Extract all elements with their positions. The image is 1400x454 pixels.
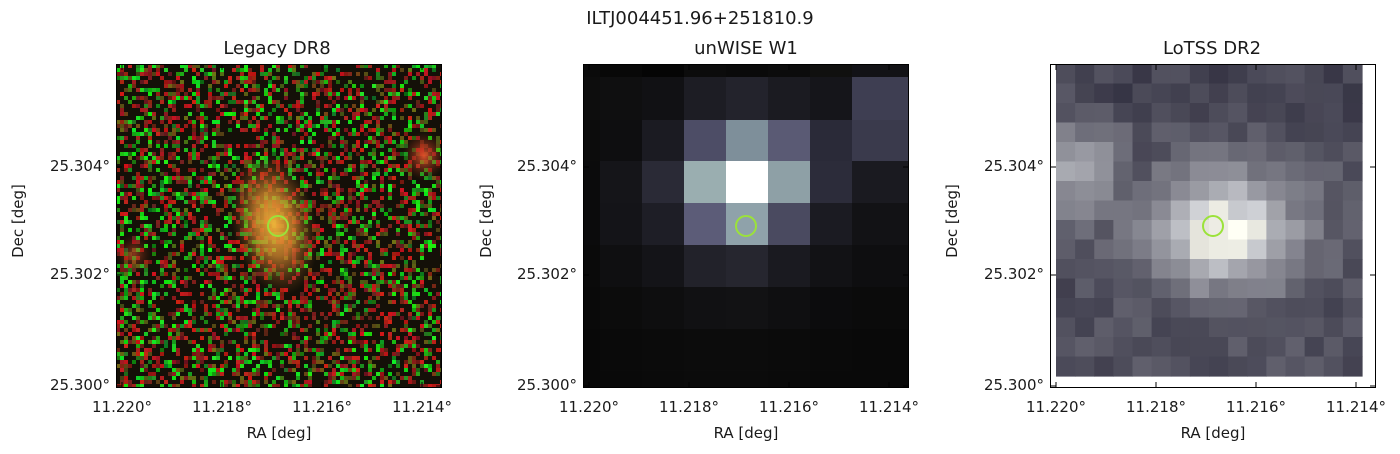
- y-tick-label: 25.302°: [50, 265, 110, 283]
- source-marker-icon: [735, 215, 757, 237]
- plot-frame: [1050, 64, 1376, 388]
- panel-title-legacy: Legacy DR8: [223, 38, 331, 59]
- x-tick-label: 11.214°: [859, 398, 919, 416]
- y-axis-label-3: Dec [deg]: [943, 184, 961, 258]
- x-tick-label: 11.214°: [1326, 398, 1386, 416]
- y-tick-label: 25.302°: [517, 265, 577, 283]
- x-tick-label: 11.220°: [559, 398, 619, 416]
- x-axis-label-1: RA [deg]: [246, 424, 312, 442]
- x-tick-label: 11.218°: [192, 398, 252, 416]
- lotss-image: [1050, 64, 1376, 388]
- unwise-pixels: [583, 64, 909, 388]
- x-axis-label-3: RA [deg]: [1180, 424, 1246, 442]
- y-tick-label: 25.304°: [50, 157, 110, 175]
- secondary-source: [402, 132, 442, 180]
- galaxy-blob: [230, 153, 318, 295]
- plot-frame: [116, 64, 442, 388]
- y-tick-label: 25.300°: [984, 376, 1044, 394]
- lotss-pixels: [1056, 64, 1363, 377]
- x-axis-label-2: RA [deg]: [713, 424, 779, 442]
- legacy-image: [116, 64, 442, 388]
- y-tick-label: 25.302°: [984, 265, 1044, 283]
- y-tick-label: 25.304°: [517, 157, 577, 175]
- plot-frame: [583, 64, 909, 388]
- x-tick-label: 11.220°: [1026, 398, 1086, 416]
- source-marker-icon: [1202, 215, 1224, 237]
- figure-title: ILTJ004451.96+251810.9: [586, 8, 814, 29]
- panel-title-unwise: unWISE W1: [694, 38, 798, 59]
- y-tick-label: 25.300°: [50, 376, 110, 394]
- x-tick-label: 11.214°: [392, 398, 452, 416]
- x-tick-label: 11.220°: [92, 398, 152, 416]
- y-axis-label-2: Dec [deg]: [477, 184, 495, 258]
- faint-source: [116, 234, 152, 274]
- panel-title-lotss: LoTSS DR2: [1162, 38, 1262, 59]
- y-tick-label: 25.304°: [984, 157, 1044, 175]
- y-axis-label-1: Dec [deg]: [9, 184, 27, 258]
- x-tick-label: 11.216°: [292, 398, 352, 416]
- x-tick-label: 11.216°: [759, 398, 819, 416]
- unwise-image: [583, 64, 909, 388]
- y-tick-label: 25.300°: [517, 376, 577, 394]
- x-tick-label: 11.218°: [1126, 398, 1186, 416]
- source-marker-icon: [267, 215, 289, 237]
- x-tick-label: 11.216°: [1226, 398, 1286, 416]
- x-tick-label: 11.218°: [659, 398, 719, 416]
